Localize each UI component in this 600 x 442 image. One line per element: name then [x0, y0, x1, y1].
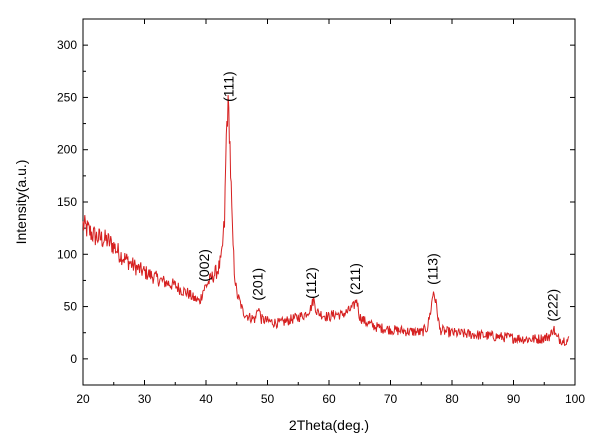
x-tick-label: 100 [565, 392, 585, 406]
x-tick-label: 20 [76, 392, 90, 406]
y-tick-label: 150 [57, 195, 77, 209]
y-axis: 0 50 100 150 200 250 300 [57, 38, 575, 366]
x-tick-label: 50 [261, 392, 275, 406]
x-tick-label: 60 [322, 392, 336, 406]
x-axis: 20 30 40 50 60 70 80 90 100 [76, 19, 585, 406]
y-tick-label: 200 [57, 143, 77, 157]
y-tick-label: 300 [57, 38, 77, 52]
y-tick-label: 100 [57, 247, 77, 261]
y-tick-label: 0 [70, 352, 77, 366]
plot-frame [82, 18, 576, 386]
x-tick-label: 90 [507, 392, 521, 406]
peak-label: (112) [303, 267, 319, 299]
peak-label: (222) [544, 289, 560, 322]
peak-label: (111) [220, 71, 236, 102]
peak-annotations: (111) (002) (201) (112) (211) (113) (222) [196, 71, 561, 321]
peak-label: (211) [347, 263, 363, 295]
y-tick-label: 250 [57, 90, 77, 104]
series-line [82, 94, 570, 346]
x-tick-label: 40 [199, 392, 213, 406]
peak-label: (002) [196, 249, 212, 282]
x-axis-title: 2Theta(deg.) [289, 417, 369, 433]
y-axis-title: Intensity(a.u.) [13, 160, 29, 245]
x-tick-label: 30 [138, 392, 152, 406]
x-tick-label: 70 [384, 392, 398, 406]
peak-label: (113) [425, 253, 441, 285]
y-tick-label: 50 [64, 300, 78, 314]
x-tick-label: 80 [445, 392, 459, 406]
peak-label: (201) [249, 268, 265, 301]
